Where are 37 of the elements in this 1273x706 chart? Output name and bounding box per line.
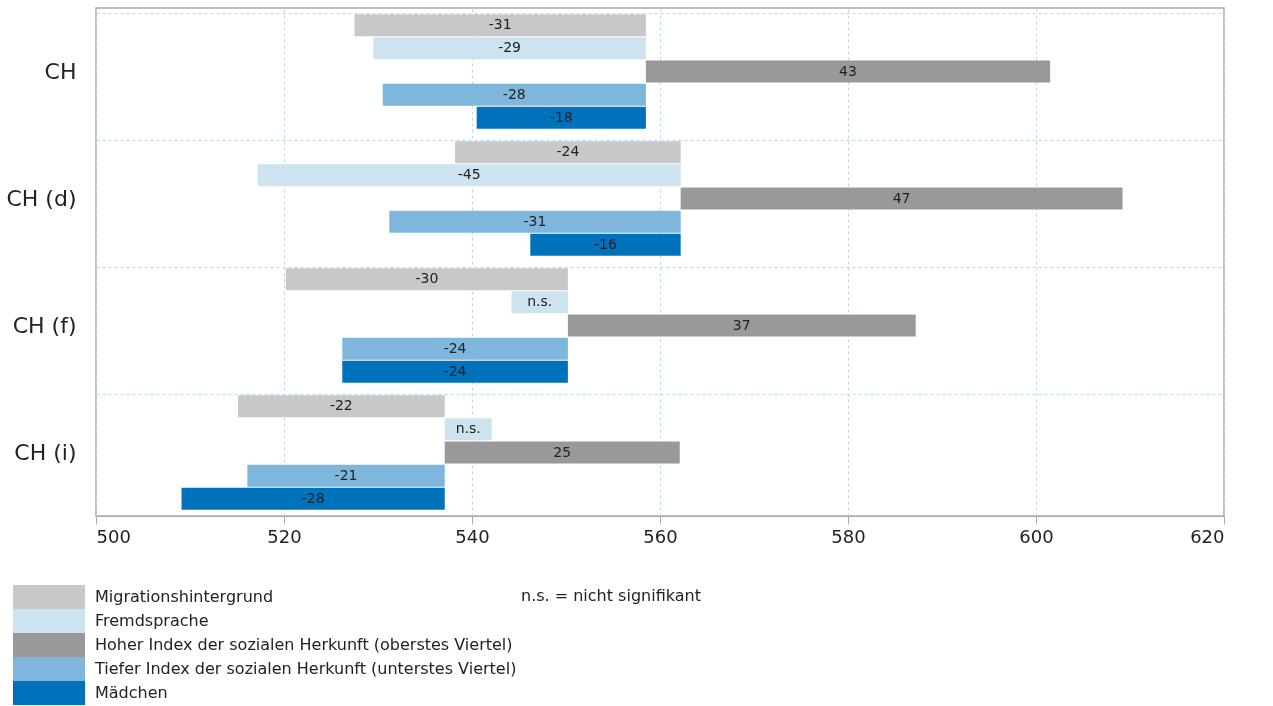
data-label: -16 xyxy=(594,235,617,252)
x-tick-label: 500 xyxy=(96,525,131,547)
data-label: -28 xyxy=(301,489,325,506)
legend-label: Tiefer Index der sozialen Herkunft (unterstes Viertel) xyxy=(94,659,517,678)
legend-label: Hoher Index der sozialen Herkunft (oberstes Viertel) xyxy=(95,635,513,654)
data-label: -28 xyxy=(502,85,526,102)
data-label: -18 xyxy=(549,108,573,125)
x-tick-label: 620 xyxy=(1190,525,1225,547)
data-label: 47 xyxy=(892,189,911,206)
legend-label: Migrationshintergrund xyxy=(95,587,274,606)
data-label: -24 xyxy=(556,143,580,160)
data-label: n.s. xyxy=(527,293,553,310)
data-label: 43 xyxy=(839,62,857,79)
data-label: -31 xyxy=(523,212,547,229)
x-tick-label: 600 xyxy=(1019,525,1054,547)
data-label: -30 xyxy=(415,270,439,287)
legend-label: Fremdsprache xyxy=(95,611,209,630)
data-label: -24 xyxy=(443,362,467,379)
data-label: n.s. xyxy=(455,420,481,437)
x-tick-label: 560 xyxy=(643,525,678,547)
data-label: -21 xyxy=(334,466,358,483)
data-label: -29 xyxy=(498,39,522,56)
y-tick-label: CH (f) xyxy=(12,312,77,338)
data-label: -24 xyxy=(443,339,467,356)
x-tick-label: 580 xyxy=(831,525,866,547)
data-label: 25 xyxy=(553,443,572,460)
y-tick-label: CH (d) xyxy=(6,185,77,211)
data-label: 37 xyxy=(732,316,751,333)
data-label: -22 xyxy=(329,397,353,414)
data-label: -45 xyxy=(457,166,481,183)
x-tick-label: 540 xyxy=(455,525,490,547)
legend-label: Mädchen xyxy=(95,683,168,702)
data-label: -31 xyxy=(488,16,512,33)
x-tick-label: 520 xyxy=(267,525,302,547)
y-tick-label: CH (i) xyxy=(14,439,77,465)
y-tick-label: CH xyxy=(44,58,77,84)
text: n.s. = nicht signifikant xyxy=(521,586,701,605)
